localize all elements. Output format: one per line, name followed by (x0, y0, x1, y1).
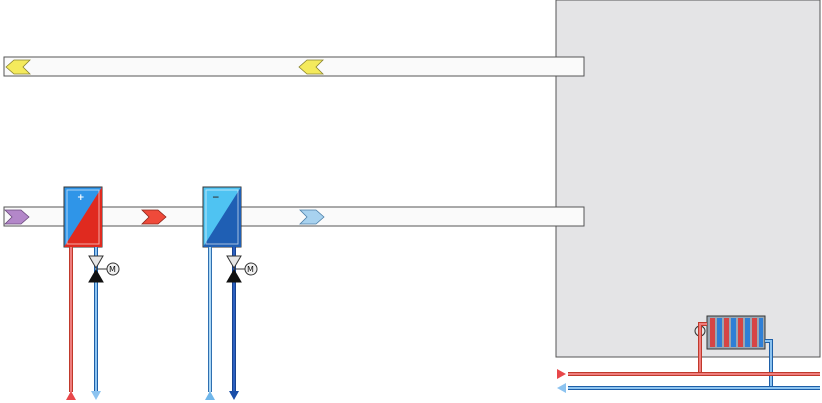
outdoor-airflow-arrow (4, 209, 30, 225)
cooling-control-valve[interactable]: M (226, 255, 258, 283)
cooling-valve-actuator-label: M (247, 265, 254, 274)
exhaust-airflow-arrow (5, 59, 31, 75)
heating-coil[interactable]: + (63, 186, 103, 248)
heating-return-main-arrow (557, 383, 566, 393)
heating-control-valve[interactable]: M (88, 255, 120, 283)
radiator-fins (710, 318, 763, 347)
cooling-coil-sign: − (212, 193, 220, 203)
exhaust-duct (3, 56, 585, 77)
heating-return-flow-arrow (91, 391, 101, 400)
room-zone (555, 0, 821, 358)
heated-airflow-arrow (141, 209, 167, 225)
chilled-return-flow-arrow (229, 391, 239, 400)
exhaust-airflow-arrow (298, 59, 324, 75)
cooled-airflow-arrow (299, 209, 325, 225)
radiator-supply-connection-inner (699, 323, 707, 374)
heating-supply-flow-arrow (66, 391, 76, 400)
heating-supply-main-arrow (557, 369, 566, 379)
heating-coil-sign: + (77, 193, 85, 203)
cooling-coil[interactable]: − (202, 186, 242, 248)
heating-valve-actuator-label: M (109, 265, 116, 274)
radiator[interactable] (706, 315, 766, 350)
chilled-supply-flow-arrow (205, 391, 215, 400)
